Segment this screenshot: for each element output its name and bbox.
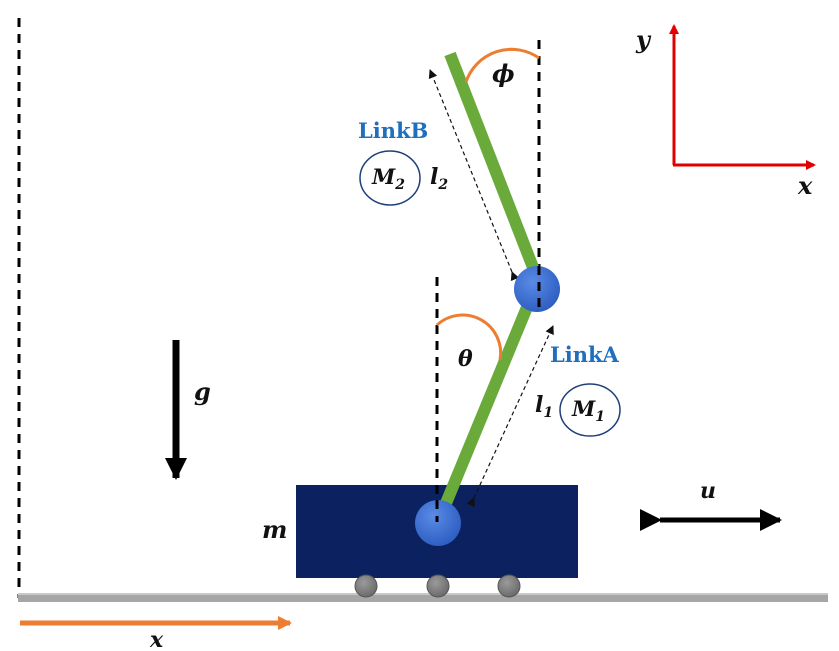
cart-wheel-middle bbox=[426, 574, 450, 598]
position-label: x bbox=[149, 627, 164, 651]
link-a-mass-ellipse bbox=[559, 383, 621, 437]
link-b-length-arrow bbox=[428, 69, 520, 282]
theta-label: θ bbox=[458, 346, 473, 372]
link-b-length-label: l2 bbox=[430, 164, 448, 193]
link-b-mass-ellipse bbox=[359, 150, 421, 206]
link-a-name: LinkA bbox=[550, 342, 620, 367]
link-a-mass-symbol: M bbox=[571, 396, 596, 421]
link-a-rod bbox=[438, 297, 536, 511]
link-b-length-symbol: l bbox=[430, 164, 438, 190]
link-b-mass-label: M2 bbox=[371, 164, 405, 193]
middle-joint bbox=[514, 266, 560, 312]
link-b-mass-symbol: M bbox=[371, 164, 396, 189]
force-label: u bbox=[700, 478, 716, 504]
link-b-mass-subscript: 2 bbox=[394, 177, 405, 193]
link-a-length-symbol: l bbox=[535, 392, 543, 418]
link-a-length-subscript: 1 bbox=[543, 405, 553, 421]
cart-wheel-right bbox=[497, 574, 521, 598]
ground-track bbox=[18, 594, 828, 602]
cart-mass-label: m bbox=[262, 515, 287, 544]
link-b-length-subscript: 2 bbox=[437, 177, 448, 193]
link-a-mass-subscript: 1 bbox=[595, 409, 605, 425]
cart-wheel-left bbox=[354, 574, 378, 598]
link-a-mass-label: M1 bbox=[571, 396, 605, 425]
gravity-label: g bbox=[194, 377, 211, 406]
x-axis-label: x bbox=[797, 171, 813, 200]
link-b-name: LinkB bbox=[358, 118, 428, 143]
link-a-length-label: l1 bbox=[535, 392, 553, 421]
cart-joint bbox=[415, 500, 461, 546]
y-axis-label: y bbox=[635, 25, 652, 54]
phi-label: ϕ bbox=[492, 59, 515, 88]
link-a-length-arrow bbox=[466, 325, 554, 508]
